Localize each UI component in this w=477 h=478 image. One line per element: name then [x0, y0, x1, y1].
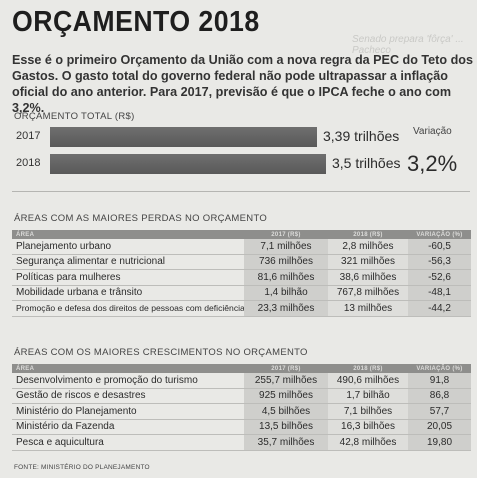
value-2018-cell: 16,3 bilhões	[328, 419, 408, 435]
variation-value: 3,2%	[407, 151, 458, 176]
variation-cell: 91,8	[408, 373, 471, 389]
table-row: Políticas para mulheres 81,6 milhões 38,6 …	[12, 269, 471, 286]
column-header: 2018 (R$)	[328, 364, 408, 373]
variation-cell: -56,3	[408, 254, 471, 270]
summary-bar	[50, 154, 326, 174]
value-2017-cell: 81,6 milhões	[244, 269, 328, 286]
growth-label: ÁREAS COM OS MAIORES CRESCIMENTOS NO ORÇ…	[14, 347, 308, 358]
table-row: Desenvolvimento e promoção do turismo 255…	[12, 373, 471, 389]
variation-cell: -48,1	[408, 285, 471, 301]
table-header-row: ÁREA 2017 (R$) 2018 (R$) VARIAÇÃO (%)	[12, 230, 471, 239]
column-header: VARIAÇÃO (%)	[408, 230, 471, 239]
variation-cell: 57,7	[408, 403, 471, 420]
area-cell: Promoção e defesa dos direitos de pessoa…	[12, 300, 244, 317]
area-cell: Políticas para mulheres	[12, 269, 244, 286]
value-2017-cell: 1,4 bilhão	[244, 285, 328, 301]
table-row: Ministério do Planejamento 4,5 bilhões 7,1…	[12, 403, 471, 420]
area-cell: Planejamento urbano	[12, 239, 244, 255]
value-2018-cell: 42,8 milhões	[328, 434, 408, 451]
losses-label: ÁREAS COM AS MAIORES PERDAS NO ORÇAMENTO	[14, 213, 268, 224]
summary-year: 2017	[16, 130, 41, 142]
value-2018-cell: 767,8 milhões	[328, 285, 408, 301]
value-2017-cell: 4,5 bilhões	[244, 403, 328, 420]
summary-row-2017: 2017 3,39 trilhões	[14, 127, 474, 147]
variation-cell: 19,80	[408, 434, 471, 451]
summary-row-2018: 2018 3,5 trilhões	[14, 154, 474, 174]
value-2017-cell: 13,5 bilhões	[244, 419, 328, 435]
growth-table: ÁREA 2017 (R$) 2018 (R$) VARIAÇÃO (%) De…	[12, 364, 471, 451]
variation-cell: 86,8	[408, 388, 471, 404]
column-header: 2017 (R$)	[244, 364, 328, 373]
value-2018-cell: 490,6 milhões	[328, 373, 408, 389]
summary-value: 3,39 trilhões	[323, 128, 400, 144]
summary-bar	[50, 127, 317, 147]
value-2017-cell: 7,1 milhões	[244, 239, 328, 255]
variation-cell: -52,6	[408, 269, 471, 286]
table-row: Ministério da Fazenda 13,5 bilhões 16,3 bi…	[12, 419, 471, 435]
page-title: ORÇAMENTO 2018	[12, 6, 260, 38]
value-2017-cell: 925 milhões	[244, 388, 328, 404]
column-header: 2018 (R$)	[328, 230, 408, 239]
summary-label: ORÇAMENTO TOTAL (R$)	[14, 111, 135, 122]
table-row: Promoção e defesa dos direitos de pessoa…	[12, 300, 471, 317]
column-header: ÁREA	[12, 230, 244, 239]
table-row: Pesca e aquicultura 35,7 milhões 42,8 milh…	[12, 434, 471, 451]
table-row: Gestão de riscos e desastres 925 milhões 1…	[12, 388, 471, 404]
area-cell: Desenvolvimento e promoção do turismo	[12, 373, 244, 389]
table-row: Mobilidade urbana e trânsito 1,4 bilhão 76…	[12, 285, 471, 301]
area-cell: Mobilidade urbana e trânsito	[12, 285, 244, 301]
variation-cell: -60,5	[408, 239, 471, 255]
value-2017-cell: 35,7 milhões	[244, 434, 328, 451]
value-2017-cell: 23,3 milhões	[244, 300, 328, 317]
value-2017-cell: 255,7 milhões	[244, 373, 328, 389]
table-header-row: ÁREA 2017 (R$) 2018 (R$) VARIAÇÃO (%)	[12, 364, 471, 373]
table-row: Segurança alimentar e nutricional 736 mil…	[12, 254, 471, 270]
column-header: VARIAÇÃO (%)	[408, 364, 471, 373]
variation-cell: -44,2	[408, 300, 471, 317]
variation-cell: 20,05	[408, 419, 471, 435]
bleed-through-text: Senado prepara 'fôrça' ... Pacheco	[352, 34, 464, 56]
area-cell: Segurança alimentar e nutricional	[12, 254, 244, 270]
value-2017-cell: 736 milhões	[244, 254, 328, 270]
table-row: Planejamento urbano 7,1 milhões 2,8 milhõe…	[12, 239, 471, 255]
value-2018-cell: 321 milhões	[328, 254, 408, 270]
divider	[12, 191, 470, 192]
area-cell: Ministério da Fazenda	[12, 419, 244, 435]
value-2018-cell: 1,7 bilhão	[328, 388, 408, 404]
value-2018-cell: 38,6 milhões	[328, 269, 408, 286]
summary-year: 2018	[16, 157, 41, 169]
value-2018-cell: 13 milhões	[328, 300, 408, 317]
column-header: 2017 (R$)	[244, 230, 328, 239]
column-header: ÁREA	[12, 364, 244, 373]
area-cell: Pesca e aquicultura	[12, 434, 244, 451]
summary-value: 3,5 trilhões	[332, 155, 401, 171]
losses-table: ÁREA 2017 (R$) 2018 (R$) VARIAÇÃO (%) Pl…	[12, 230, 471, 317]
source-note: FONTE: MINISTÉRIO DO PLANEJAMENTO	[14, 464, 150, 471]
value-2018-cell: 2,8 milhões	[328, 239, 408, 255]
intro-paragraph: Esse é o primeiro Orçamento da União com…	[12, 53, 473, 115]
area-cell: Ministério do Planejamento	[12, 403, 244, 420]
area-cell: Gestão de riscos e desastres	[12, 388, 244, 404]
value-2018-cell: 7,1 bilhões	[328, 403, 408, 420]
variation-label: Variação	[413, 126, 452, 137]
